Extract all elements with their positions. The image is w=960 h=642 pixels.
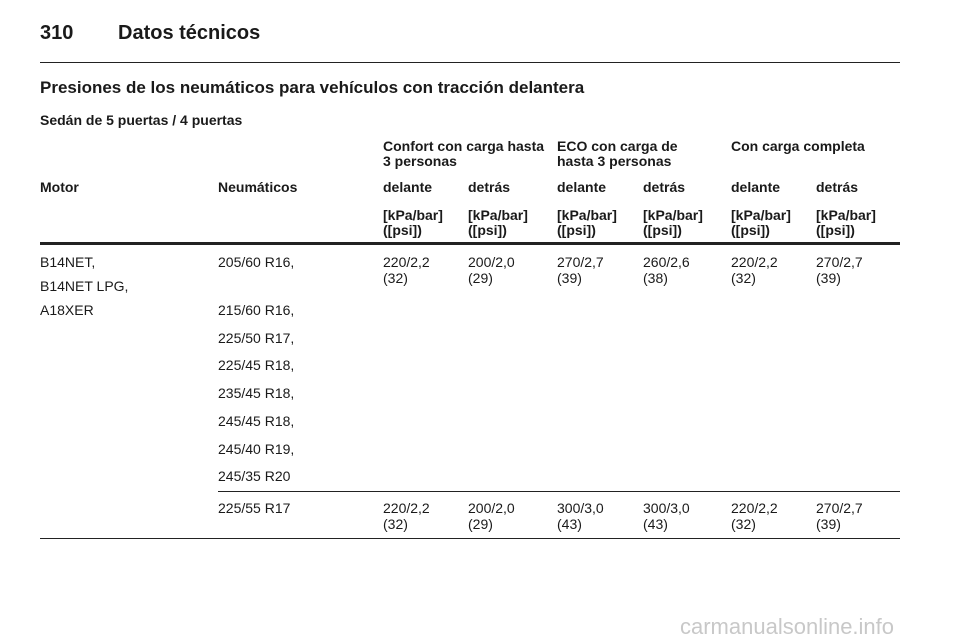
pressure: (32)	[731, 270, 756, 286]
group-header: hasta 3 personas	[557, 153, 672, 169]
pressure: 300/3,0	[643, 500, 690, 516]
rule	[40, 242, 900, 245]
pressure: 260/2,6	[643, 254, 690, 270]
unit-label: [kPa/bar]	[816, 207, 876, 223]
pressure: 270/2,7	[557, 254, 604, 270]
group-header: Con carga completa	[731, 138, 865, 154]
pressure: 220/2,2	[383, 500, 430, 516]
subtitle: Sedán de 5 puertas / 4 puertas	[40, 112, 243, 128]
pressure: (32)	[731, 516, 756, 532]
pressure: (29)	[468, 270, 493, 286]
tire: 225/50 R17,	[218, 329, 295, 346]
rule	[40, 538, 900, 539]
unit-label: [kPa/bar]	[643, 207, 703, 223]
column-header: detrás	[468, 179, 511, 195]
pressure: (39)	[816, 516, 841, 532]
pressure: 270/2,7	[816, 254, 863, 270]
watermark: carmanualsonline.info	[680, 614, 895, 639]
tire: 245/45 R18,	[218, 412, 295, 429]
pressure: 220/2,2	[731, 254, 778, 270]
unit-label: [kPa/bar]	[383, 207, 443, 223]
unit-label: ([psi])	[383, 222, 422, 238]
page-number: 310	[40, 22, 74, 44]
rule	[40, 62, 900, 63]
pressure: (38)	[643, 270, 668, 286]
tire: 235/45 R18,	[218, 385, 295, 402]
tire: 205/60 R16,	[218, 254, 295, 270]
pressure: (39)	[816, 270, 841, 286]
pressure: 200/2,0	[468, 254, 515, 270]
unit-label: ([psi])	[468, 222, 507, 238]
unit-label: ([psi])	[816, 222, 855, 238]
group-header: Confort con carga hasta	[383, 138, 545, 154]
unit-label: [kPa/bar]	[731, 207, 791, 223]
column-header: delante	[557, 179, 607, 195]
pressure: 300/3,0	[557, 500, 604, 516]
unit-label: ([psi])	[557, 222, 596, 238]
pressure: (29)	[468, 516, 493, 532]
motor: B14NET LPG,	[40, 278, 129, 294]
column-header: detrás	[643, 179, 686, 195]
column-header: delante	[731, 179, 781, 195]
pressure: (39)	[557, 270, 582, 286]
unit-label: ([psi])	[643, 222, 682, 238]
column-header: Motor	[40, 179, 79, 195]
pressure: (32)	[383, 270, 408, 286]
tire: 225/55 R17	[218, 500, 291, 516]
pressure: (43)	[643, 516, 668, 532]
pressure: (43)	[557, 516, 582, 532]
column-header: Neumáticos	[218, 179, 298, 195]
pressure: (32)	[383, 516, 408, 532]
tire: 225/45 R18,	[218, 357, 295, 374]
tire: 215/60 R16,	[218, 302, 295, 318]
group-header: ECO con carga de	[557, 138, 678, 154]
pressure: 220/2,2	[731, 500, 778, 516]
tire: 245/35 R20	[218, 468, 291, 485]
unit-label: [kPa/bar]	[557, 207, 617, 223]
pressure: 220/2,2	[383, 254, 430, 270]
page-title: Datos técnicos	[118, 22, 261, 44]
section-title: Presiones de los neumáticos para vehícul…	[40, 78, 585, 97]
rule	[218, 491, 900, 492]
motor: A18XER	[40, 302, 94, 318]
pressure: 270/2,7	[816, 500, 863, 516]
pressure: 200/2,0	[468, 500, 515, 516]
unit-label: [kPa/bar]	[468, 207, 528, 223]
motor: B14NET,	[40, 254, 96, 270]
group-header: 3 personas	[383, 153, 457, 169]
tire: 245/40 R19,	[218, 440, 295, 457]
column-header: detrás	[816, 179, 859, 195]
unit-label: ([psi])	[731, 222, 770, 238]
column-header: delante	[383, 179, 433, 195]
